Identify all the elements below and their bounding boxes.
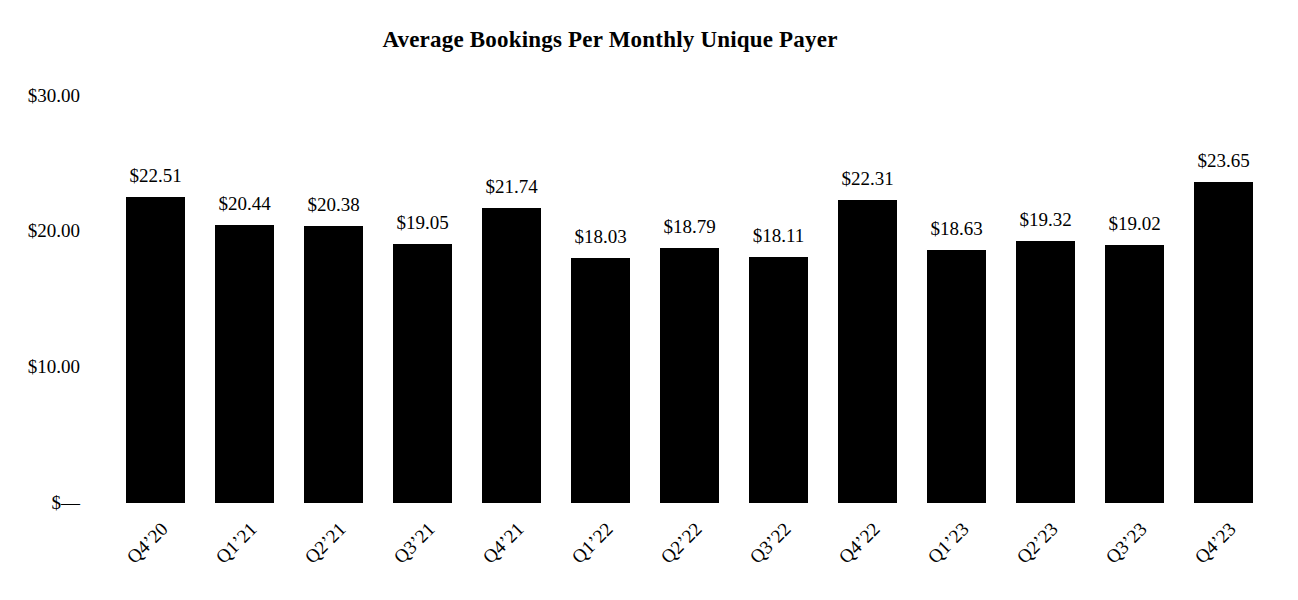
x-axis-label: Q1’23 — [924, 519, 972, 567]
x-axis-label: Q4’23 — [1191, 519, 1239, 567]
bar — [393, 244, 452, 503]
bar — [482, 208, 541, 503]
x-axis-label: Q4’22 — [835, 519, 883, 567]
x-axis-label: Q1’21 — [212, 519, 260, 567]
bar-value-label: $21.74 — [452, 175, 572, 198]
x-axis-label: Q2’21 — [301, 519, 349, 567]
plot-area: $22.51Q4’20$20.44Q1’21$20.38Q2’21$19.05Q… — [0, 0, 1298, 600]
bar — [749, 257, 808, 503]
x-axis-label: Q2’23 — [1013, 519, 1061, 567]
x-axis-label: Q3’23 — [1102, 519, 1150, 567]
bar — [571, 258, 630, 503]
x-axis-label: Q1’22 — [568, 519, 616, 567]
x-axis-label: Q2’22 — [657, 519, 705, 567]
bar — [1194, 182, 1253, 503]
bar-value-label: $23.65 — [1164, 149, 1284, 172]
x-axis-label: Q4’21 — [479, 519, 527, 567]
bookings-bar-chart: Average Bookings Per Monthly Unique Paye… — [0, 0, 1298, 600]
bar-value-label: $19.02 — [1075, 212, 1195, 235]
bar — [304, 226, 363, 503]
bar — [1016, 241, 1075, 503]
x-axis-label: Q4’20 — [123, 519, 171, 567]
bar — [838, 200, 897, 503]
bar-value-label: $22.31 — [808, 167, 928, 190]
bar — [660, 248, 719, 503]
bar — [215, 225, 274, 503]
bar-value-label: $19.05 — [363, 211, 483, 234]
x-axis-label: Q3’21 — [390, 519, 438, 567]
bar-value-label: $18.11 — [719, 224, 839, 247]
bar — [927, 250, 986, 503]
bar — [126, 197, 185, 503]
bar — [1105, 245, 1164, 503]
bar-value-label: $22.51 — [96, 164, 216, 187]
x-axis-label: Q3’22 — [746, 519, 794, 567]
